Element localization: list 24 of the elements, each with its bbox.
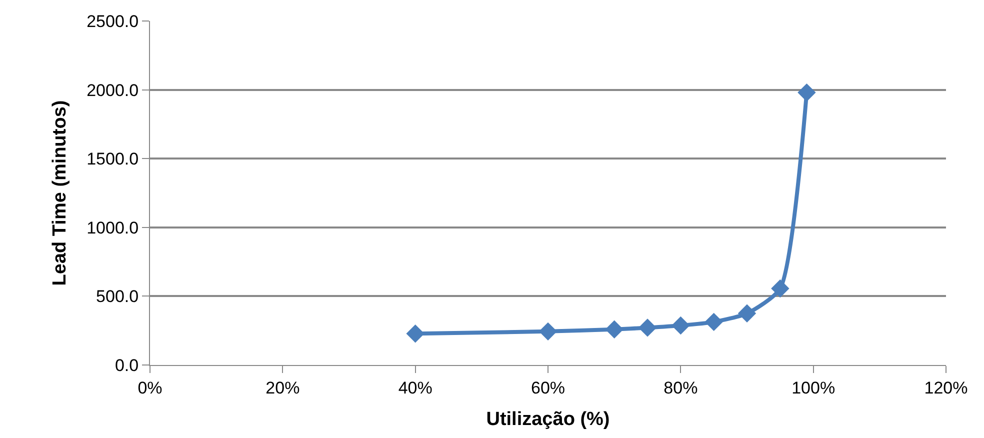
point	[704, 312, 723, 332]
x-tick-label: 80%	[664, 378, 698, 398]
point	[538, 322, 558, 341]
point	[638, 318, 657, 337]
point	[406, 324, 424, 343]
x-tick-label: 20%	[266, 378, 300, 398]
y-tick-label: 500.0	[96, 287, 139, 306]
point	[738, 304, 756, 322]
x-tick-label: 120%	[924, 378, 968, 398]
x-tick-label: 100%	[792, 378, 836, 398]
y-tick-label: 2000.0	[86, 80, 139, 100]
x-tick-label: 40%	[398, 378, 432, 398]
y-tick-label: 2500.0	[86, 12, 139, 31]
point	[672, 316, 690, 335]
y-tick-label: 1000.0	[86, 218, 139, 238]
y-axis-title: Lead Time (minutos)	[49, 100, 70, 286]
point	[771, 279, 790, 298]
point	[798, 83, 816, 102]
x-tick-label: 60%	[530, 378, 566, 398]
x-tick-label: 0%	[138, 378, 162, 398]
point	[605, 320, 624, 338]
x-axis-title: Utilização (%)	[486, 409, 610, 430]
y-tick-label: 1500.0	[86, 150, 139, 169]
y-tick-label: 0.0	[114, 356, 139, 375]
